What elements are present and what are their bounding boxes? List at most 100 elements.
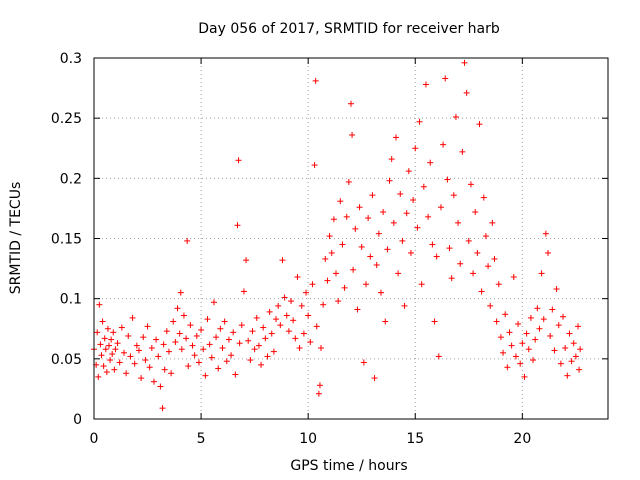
data-point bbox=[384, 246, 391, 253]
data-point bbox=[118, 324, 125, 331]
data-point bbox=[217, 325, 224, 332]
data-point bbox=[418, 281, 425, 288]
data-point bbox=[525, 346, 532, 353]
data-point bbox=[187, 322, 194, 329]
data-point bbox=[399, 237, 406, 244]
x-tick-label: 15 bbox=[406, 431, 424, 447]
data-point bbox=[255, 342, 262, 349]
data-point bbox=[326, 233, 333, 240]
data-point bbox=[482, 233, 489, 240]
data-point bbox=[431, 318, 438, 325]
data-point bbox=[150, 378, 157, 385]
data-point bbox=[161, 366, 168, 373]
data-point bbox=[560, 313, 567, 320]
data-point bbox=[480, 194, 487, 201]
data-point bbox=[236, 340, 243, 347]
data-point bbox=[333, 270, 340, 277]
data-point bbox=[95, 373, 102, 380]
data-point bbox=[232, 371, 239, 378]
data-point bbox=[174, 305, 181, 312]
data-point bbox=[219, 345, 226, 352]
data-point bbox=[318, 345, 325, 352]
data-point bbox=[294, 274, 301, 281]
data-point bbox=[444, 176, 451, 183]
data-point bbox=[572, 353, 579, 360]
data-point bbox=[277, 322, 284, 329]
data-point bbox=[114, 340, 121, 347]
data-point bbox=[200, 346, 207, 353]
data-point bbox=[380, 209, 387, 216]
data-point bbox=[97, 341, 104, 348]
data-point bbox=[566, 330, 573, 337]
data-point bbox=[504, 364, 511, 371]
data-point bbox=[388, 156, 395, 163]
data-point bbox=[452, 113, 459, 120]
data-point bbox=[103, 369, 110, 376]
data-point bbox=[221, 318, 228, 325]
data-point bbox=[225, 336, 232, 343]
data-point bbox=[433, 253, 440, 260]
data-point bbox=[123, 370, 130, 377]
y-axis-title: SRMTID / TECUs bbox=[8, 182, 24, 295]
data-point bbox=[298, 302, 305, 309]
data-point bbox=[170, 318, 177, 325]
data-point bbox=[485, 263, 492, 270]
data-point bbox=[564, 372, 571, 379]
data-point bbox=[125, 332, 132, 339]
data-point bbox=[547, 332, 554, 339]
data-point bbox=[249, 328, 256, 335]
data-point bbox=[309, 281, 316, 288]
data-point bbox=[349, 132, 356, 139]
data-point bbox=[420, 183, 427, 190]
data-point bbox=[515, 320, 522, 327]
data-point bbox=[517, 360, 524, 367]
data-point bbox=[386, 177, 393, 184]
data-point bbox=[138, 375, 145, 382]
data-point bbox=[390, 219, 397, 226]
data-point bbox=[461, 59, 468, 66]
data-point bbox=[371, 375, 378, 382]
data-point bbox=[392, 134, 399, 141]
data-point bbox=[508, 342, 515, 349]
data-point bbox=[442, 75, 449, 82]
data-point bbox=[446, 245, 453, 252]
data-point bbox=[98, 352, 105, 359]
data-point bbox=[435, 353, 442, 360]
data-point bbox=[238, 322, 245, 329]
data-point bbox=[178, 346, 185, 353]
y-tick-label: 0.25 bbox=[51, 111, 82, 127]
data-point bbox=[290, 317, 297, 324]
data-point bbox=[185, 363, 192, 370]
data-point bbox=[527, 314, 534, 321]
data-point bbox=[316, 382, 323, 389]
data-point bbox=[153, 336, 160, 343]
data-point bbox=[478, 288, 485, 295]
data-point bbox=[133, 342, 140, 349]
plot-frame bbox=[93, 57, 609, 420]
data-point bbox=[275, 302, 282, 309]
data-point bbox=[354, 306, 361, 313]
data-point bbox=[429, 241, 436, 248]
data-point bbox=[247, 357, 254, 364]
data-point bbox=[497, 334, 504, 341]
data-point bbox=[407, 249, 414, 256]
data-point bbox=[183, 335, 190, 342]
data-point bbox=[305, 312, 312, 319]
data-point bbox=[270, 348, 277, 355]
data-point bbox=[575, 323, 582, 330]
data-point bbox=[362, 281, 369, 288]
data-point bbox=[264, 353, 271, 360]
data-point bbox=[360, 359, 367, 366]
data-point bbox=[104, 325, 111, 332]
data-point bbox=[165, 348, 172, 355]
data-point bbox=[163, 328, 170, 335]
data-point bbox=[146, 364, 153, 371]
data-point bbox=[534, 305, 541, 312]
data-point bbox=[542, 230, 549, 237]
data-point bbox=[94, 329, 101, 336]
data-point bbox=[243, 257, 250, 264]
data-point bbox=[365, 215, 372, 222]
data-point bbox=[405, 168, 412, 175]
data-point bbox=[160, 341, 167, 348]
data-point bbox=[422, 81, 429, 88]
